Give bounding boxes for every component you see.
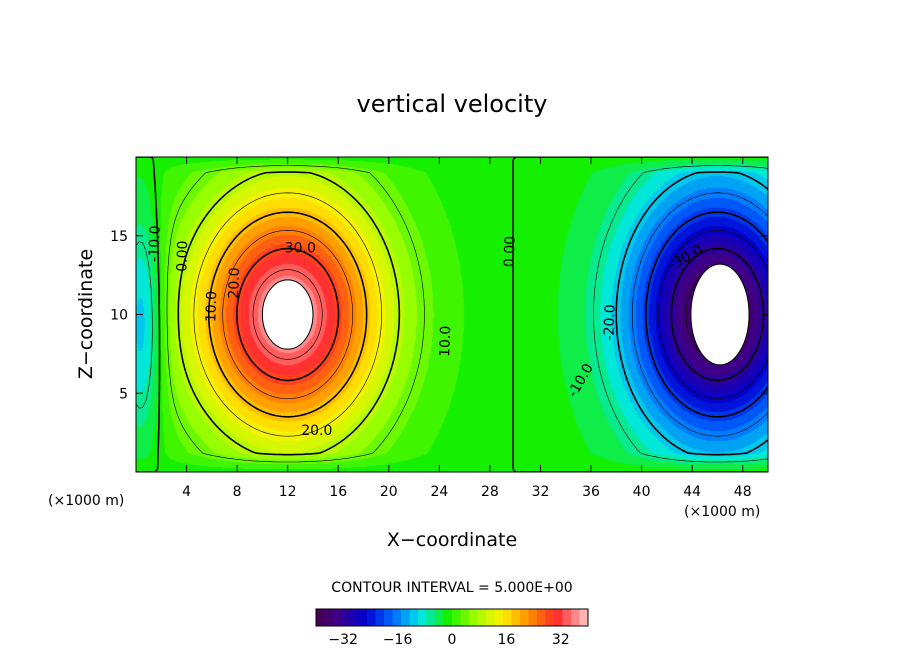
contour-level-line bbox=[222, 230, 353, 399]
colorbar-tick-label: −16 bbox=[383, 632, 413, 648]
x-tick-label: 28 bbox=[481, 484, 499, 500]
x-tick-label: 20 bbox=[380, 484, 398, 500]
contour-level-line bbox=[658, 230, 768, 399]
x-axis-label: X−coordinate bbox=[387, 529, 517, 551]
colorbar-cell bbox=[392, 609, 402, 626]
colorbar-cell bbox=[367, 609, 376, 626]
colorbar-cell bbox=[409, 609, 419, 626]
colorbar-cell bbox=[341, 609, 351, 626]
colorbar-cell bbox=[486, 609, 495, 626]
missing-data-hole bbox=[261, 279, 314, 350]
x-tick-label: 44 bbox=[683, 484, 701, 500]
colorbar-cell bbox=[426, 609, 436, 626]
colorbar-cell bbox=[511, 609, 521, 626]
contour-level-line bbox=[632, 192, 768, 437]
velocity-field bbox=[136, 157, 768, 472]
contour-label: 0.00 bbox=[502, 236, 519, 268]
colorbar-cell bbox=[358, 609, 368, 626]
colorbar-cell bbox=[350, 609, 359, 626]
colorbar-frame bbox=[315, 608, 589, 627]
colorbar-tick-label: −32 bbox=[328, 632, 358, 648]
y-tick-label: 5 bbox=[119, 386, 128, 402]
x-axis-ticks: 4 8 12 16 20 24 28 32 36 40 44 48 bbox=[182, 157, 752, 500]
colorbar-cell bbox=[494, 609, 504, 626]
colorbar-cell bbox=[579, 609, 589, 626]
contour-level-line bbox=[136, 157, 768, 472]
contour-label: -10.0 bbox=[146, 225, 163, 262]
contour-level-line bbox=[615, 171, 768, 456]
y-axis-ticks: 5 10 15 bbox=[110, 229, 768, 402]
colorbar-cell bbox=[401, 609, 410, 626]
colorbar-cell bbox=[503, 609, 512, 626]
y-tick-label: 10 bbox=[110, 308, 128, 324]
contour-interval-label: CONTOUR INTERVAL = 5.000E+00 bbox=[331, 580, 572, 596]
contour-level-line bbox=[208, 211, 368, 418]
y-tick-label: 15 bbox=[110, 229, 128, 245]
colorbar-cell bbox=[554, 609, 563, 626]
contour-label: 10.0 bbox=[437, 325, 454, 357]
x-tick-label: 4 bbox=[182, 484, 191, 500]
colorbar-cell bbox=[435, 609, 444, 626]
contour-lines bbox=[136, 157, 768, 472]
colorbar-cell bbox=[520, 609, 529, 626]
colorbar-cell bbox=[316, 609, 325, 626]
contour-label: 10.0 bbox=[203, 291, 220, 323]
colorbar-cell bbox=[562, 609, 572, 626]
x-tick-label: 12 bbox=[279, 484, 297, 500]
colorbar-cell bbox=[537, 609, 546, 626]
contour-level-line bbox=[252, 269, 323, 360]
contour-level-line bbox=[645, 211, 768, 418]
contour-level-line bbox=[136, 165, 768, 463]
x-tick-label: 40 bbox=[633, 484, 651, 500]
colorbar-cell bbox=[418, 609, 427, 626]
contour-level-line bbox=[236, 247, 340, 382]
contour-level-line bbox=[166, 165, 425, 463]
chart-title: vertical velocity bbox=[357, 90, 548, 118]
colorbar-tick-label: 0 bbox=[448, 632, 457, 648]
contour-level-line bbox=[670, 247, 765, 382]
contour-label: 0.00 bbox=[174, 240, 191, 272]
contour-level-line bbox=[193, 192, 382, 437]
x-tick-label: 32 bbox=[532, 484, 550, 500]
x-tick-label: 16 bbox=[329, 484, 347, 500]
colorbar-tick-label: 32 bbox=[552, 632, 570, 648]
colorbar-tick-label: 16 bbox=[497, 632, 515, 648]
x-tick-label: 8 bbox=[233, 484, 242, 500]
colorbar-cell bbox=[443, 609, 453, 626]
x-tick-label: 48 bbox=[734, 484, 752, 500]
contour-label: 20.0 bbox=[301, 423, 332, 439]
contour-label: -20.0 bbox=[601, 304, 618, 341]
x-tick-label: 24 bbox=[430, 484, 448, 500]
colorbar-cell bbox=[545, 609, 555, 626]
contour-level-line bbox=[177, 171, 401, 456]
colorbar-cell bbox=[460, 609, 470, 626]
colorbar-cell bbox=[375, 609, 385, 626]
colorbar-cell bbox=[384, 609, 393, 626]
x-unit-label: (×1000 m) bbox=[684, 504, 760, 520]
colorbar-cell bbox=[333, 609, 342, 626]
missing-data-regions bbox=[261, 263, 750, 366]
y-axis-label: Z−coordinate bbox=[75, 249, 97, 379]
colorbar-cell bbox=[528, 609, 538, 626]
contour-label: 30.0 bbox=[285, 240, 316, 256]
contour-label: 20.0 bbox=[226, 267, 243, 299]
y-unit-label: (×1000 m) bbox=[48, 493, 124, 509]
colorbar-cell bbox=[452, 609, 461, 626]
colorbar-cell bbox=[469, 609, 478, 626]
colorbar-cell bbox=[477, 609, 487, 626]
x-tick-label: 36 bbox=[582, 484, 600, 500]
colorbar-cells bbox=[316, 609, 589, 626]
missing-data-hole bbox=[690, 263, 750, 366]
colorbar-cell bbox=[571, 609, 580, 626]
colorbar-cell bbox=[324, 609, 334, 626]
colorbar-ticks: −32 −16 0 16 32 bbox=[328, 632, 569, 648]
